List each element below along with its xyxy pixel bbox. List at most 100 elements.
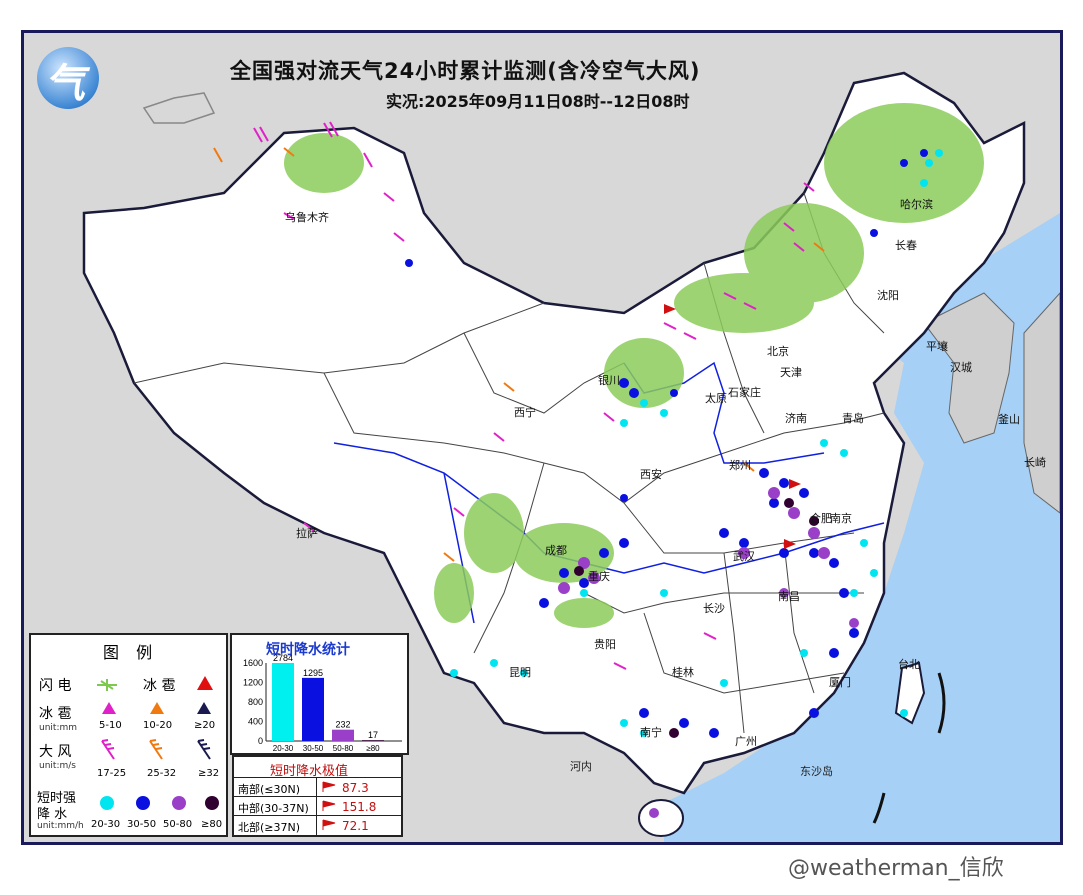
legend-rain-label-1: 短时强 bbox=[37, 791, 77, 806]
city-nagasaki: 长崎 bbox=[1024, 456, 1046, 469]
stats-y-tick: 400 bbox=[248, 717, 263, 727]
city-xiamen: 厦门 bbox=[829, 676, 851, 689]
city-xian: 西安 bbox=[640, 468, 662, 481]
city-seoul: 汉城 bbox=[950, 361, 972, 374]
rain-legend-cyan bbox=[100, 796, 114, 810]
city-changsha: 长沙 bbox=[703, 602, 725, 615]
lightning-icon bbox=[97, 679, 117, 691]
wind-small-icon bbox=[101, 739, 115, 760]
wind-val-3: ≥32 bbox=[198, 768, 220, 779]
stats-y-tick: 1200 bbox=[243, 678, 263, 688]
extreme-value: 151.8 bbox=[342, 800, 377, 814]
legend-lightning-label: 闪 电 bbox=[39, 678, 72, 694]
stats-bar bbox=[362, 740, 384, 741]
stats-bar-label: 30-50 bbox=[303, 744, 324, 753]
rain-dots-blue bbox=[405, 149, 928, 738]
japan-land bbox=[1023, 292, 1060, 514]
extreme-region: 南部(≤30N) bbox=[238, 783, 301, 796]
wind-mid-icon bbox=[149, 739, 163, 760]
sea-boundary bbox=[872, 672, 946, 824]
city-busan: 釜山 bbox=[998, 413, 1020, 426]
rain-val-1: 20-30 bbox=[91, 819, 121, 830]
extreme-region: 中部(30-37N) bbox=[238, 802, 309, 815]
city-kunming: 昆明 bbox=[509, 666, 531, 679]
rain-val-3: 50-80 bbox=[163, 819, 193, 830]
city-guiyang: 贵阳 bbox=[594, 638, 616, 651]
taiwan-island bbox=[894, 661, 926, 725]
stats-y-tick: 800 bbox=[248, 697, 263, 707]
city-urumqi: 乌鲁木齐 bbox=[285, 211, 329, 224]
hail-val-1: 5-10 bbox=[99, 720, 122, 731]
hail-val-2: 10-20 bbox=[143, 720, 173, 731]
legend-rain-label-2: 降 水 bbox=[37, 807, 68, 822]
flag-icon bbox=[322, 800, 336, 811]
label-hanoi: 河内 bbox=[570, 760, 592, 773]
extreme-flags bbox=[664, 304, 801, 553]
stats-bar bbox=[272, 663, 294, 741]
extremes-panel: 短时降水极值 南部(≤30N) 87.3 中部(30-37N) 151.8 北部… bbox=[232, 755, 403, 837]
city-chongqing: 重庆 bbox=[588, 570, 610, 583]
stats-bar-value: 2784 bbox=[273, 653, 293, 663]
city-nanning: 南宁 bbox=[640, 726, 662, 739]
rain-val-4: ≥80 bbox=[201, 819, 223, 830]
extreme-row-north: 北部(≥37N) 72.1 bbox=[234, 815, 401, 835]
city-pyongyang: 平壤 bbox=[926, 340, 948, 353]
flag-icon bbox=[322, 819, 336, 830]
city-hefei: 合肥 bbox=[810, 512, 832, 525]
hail-val-3: ≥20 bbox=[194, 720, 216, 731]
rain-dots-dark bbox=[574, 498, 819, 738]
rain-val-2: 30-50 bbox=[127, 819, 157, 830]
stats-y-tick: 0 bbox=[258, 736, 263, 746]
extreme-value: 87.3 bbox=[342, 781, 369, 795]
city-tianjin: 天津 bbox=[780, 366, 802, 379]
stats-bar-value: 1295 bbox=[303, 668, 323, 678]
legend-hail-unit: unit:mm bbox=[39, 723, 78, 733]
watermark: @weatherman_信欣 bbox=[788, 856, 1004, 881]
city-guilin: 桂林 bbox=[672, 666, 694, 679]
city-wuhan: 武汉 bbox=[733, 550, 755, 563]
city-shenyang: 沈阳 bbox=[877, 289, 899, 302]
legend-panel: 图 例 闪 电 冰 雹 冰 雹 unit:mm 5-10 10-20 ≥20 大… bbox=[29, 633, 228, 837]
wind-barbs-orange bbox=[213, 147, 825, 562]
hail-mid-icon bbox=[150, 702, 164, 714]
city-qingdao: 青岛 bbox=[842, 412, 864, 425]
extreme-value: 72.1 bbox=[342, 819, 369, 833]
hail-red-icon bbox=[197, 676, 213, 690]
map-frame bbox=[21, 30, 1063, 845]
mongolia-outline bbox=[142, 92, 216, 124]
legend-rain-unit: unit:mm/h bbox=[37, 821, 84, 831]
city-lhasa: 拉萨 bbox=[296, 527, 318, 540]
stats-bar-label: 50-80 bbox=[333, 744, 354, 753]
hail-large-icon bbox=[197, 702, 211, 714]
extremes-title: 短时降水极值 bbox=[270, 764, 349, 779]
legend-hail-row-label: 冰 雹 bbox=[39, 706, 72, 722]
city-harbin: 哈尔滨 bbox=[900, 198, 933, 211]
legend-title: 图 例 bbox=[103, 643, 159, 662]
stats-bar bbox=[302, 677, 324, 741]
city-yinchuan: 银川 bbox=[598, 374, 620, 387]
stats-bar-label: ≥80 bbox=[366, 744, 380, 753]
hail-small-icon bbox=[102, 702, 116, 714]
city-taiyuan: 太原 bbox=[705, 392, 727, 405]
wind-barbs bbox=[253, 121, 815, 670]
rain-legend-dots bbox=[100, 796, 219, 810]
city-changchun: 长春 bbox=[895, 239, 917, 252]
rain-legend-purple bbox=[172, 796, 186, 810]
stats-bar bbox=[332, 729, 354, 741]
extreme-region: 北部(≥37N) bbox=[238, 821, 301, 834]
stats-bar-label: 20-30 bbox=[273, 744, 294, 753]
korea-land bbox=[923, 292, 1015, 444]
map-canvas bbox=[82, 71, 1060, 842]
city-chengdu: 成都 bbox=[545, 544, 567, 557]
stats-bar-value: 17 bbox=[368, 730, 378, 740]
extreme-row-south: 南部(≤30N) 87.3 bbox=[234, 777, 401, 797]
page-title: 全国强对流天气24小时累计监测(含冷空气大风) bbox=[230, 59, 701, 83]
city-nanjing: 南京 bbox=[830, 512, 852, 525]
city-xining: 西宁 bbox=[514, 406, 536, 419]
city-guangzhou: 广州 bbox=[735, 735, 757, 748]
city-nanchang: 南昌 bbox=[778, 590, 800, 603]
logo-icon: 气 bbox=[37, 47, 99, 109]
city-shijiazhuang: 石家庄 bbox=[728, 386, 761, 399]
flag-icon bbox=[322, 781, 336, 792]
rain-legend-blue bbox=[136, 796, 150, 810]
